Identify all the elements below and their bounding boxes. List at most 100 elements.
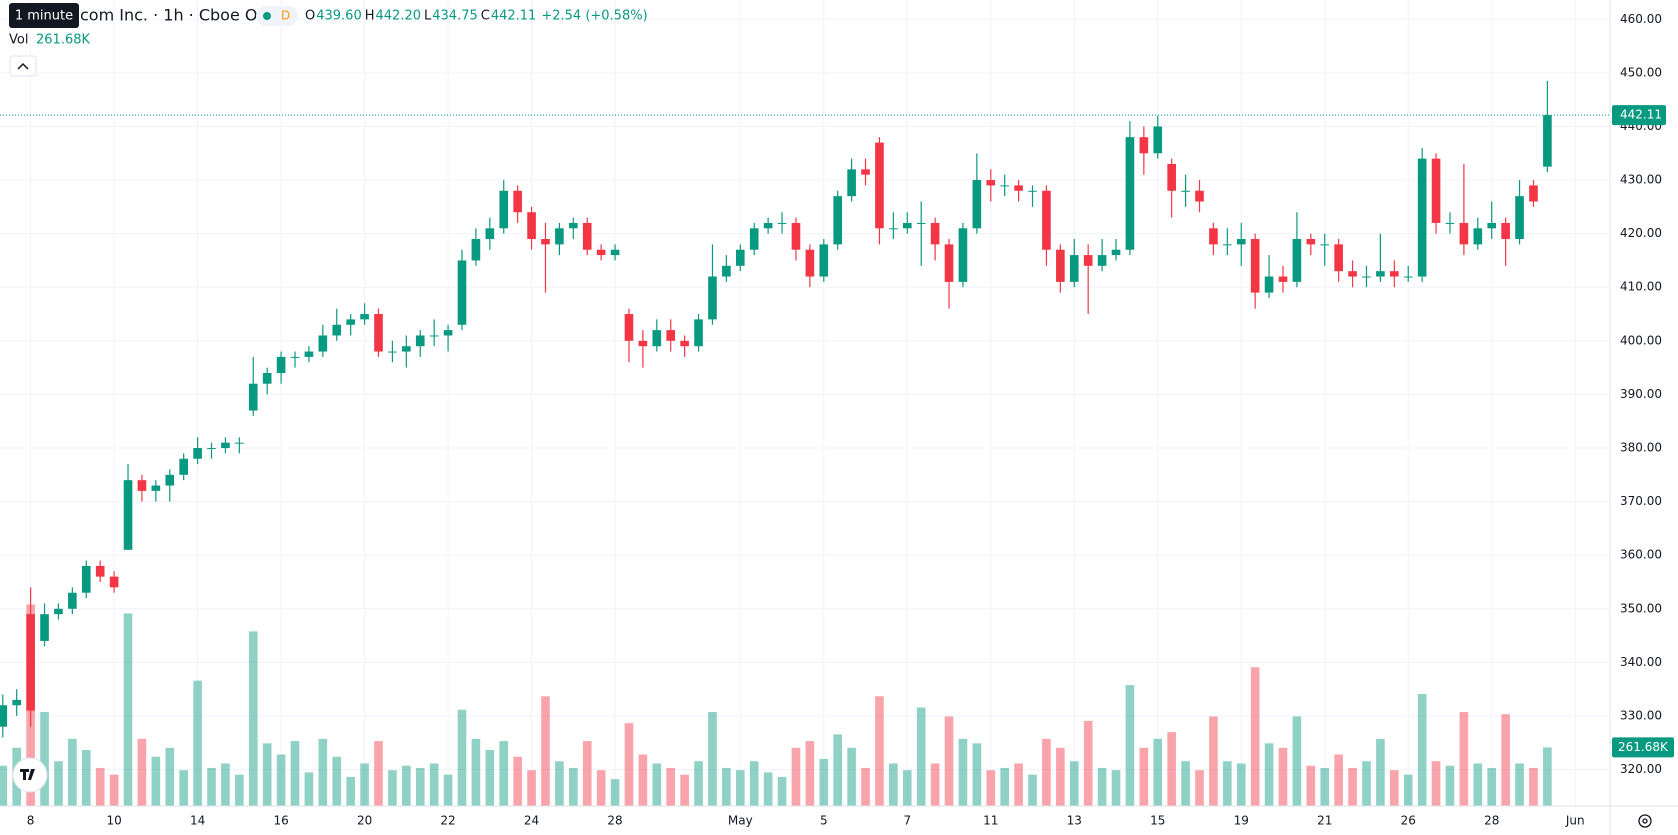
volume-bar <box>54 761 63 806</box>
y-tick-label: 360.00 <box>1620 548 1662 562</box>
settings-button[interactable] <box>1638 814 1652 828</box>
volume-bar <box>610 779 620 806</box>
candle-body <box>318 335 328 352</box>
candle-body <box>735 249 745 266</box>
volume-bar <box>304 772 314 806</box>
candle-body <box>1543 115 1552 167</box>
candle-body <box>1487 222 1497 229</box>
candle-body <box>944 244 954 282</box>
volume-bar <box>0 765 8 806</box>
y-tick-label: 410.00 <box>1620 280 1662 294</box>
candle-body <box>875 142 884 229</box>
volume-bar <box>1181 761 1190 806</box>
volume-bar <box>1167 732 1176 806</box>
volume-bar <box>1306 765 1316 806</box>
vol-key: Vol <box>9 33 28 48</box>
x-tick-label: 20 <box>357 814 372 828</box>
x-tick-label: 24 <box>524 814 539 828</box>
candle-body <box>819 244 829 277</box>
x-tick-label: 15 <box>1150 814 1165 828</box>
volume-bar <box>207 767 216 806</box>
candle-body <box>1223 244 1232 246</box>
y-tick-label: 430.00 <box>1620 173 1662 187</box>
candle-body <box>1473 228 1483 245</box>
candle-body <box>624 314 634 341</box>
ohlc-value: 439.60 <box>316 9 362 24</box>
candle-body <box>95 565 105 577</box>
candle-body <box>958 228 968 282</box>
volume-bar <box>1543 747 1552 806</box>
volume-bar <box>374 741 383 806</box>
volume-bar <box>123 613 133 806</box>
volume-bar <box>332 756 342 806</box>
candle-body <box>1348 271 1357 277</box>
x-tick-label: 7 <box>903 814 911 828</box>
volume-bar <box>179 770 188 806</box>
candle-body <box>346 319 355 325</box>
candle-body <box>443 330 453 336</box>
candle-body <box>1069 255 1079 282</box>
candle-body <box>123 480 133 550</box>
candle-body <box>652 330 662 347</box>
volume-bar <box>541 696 550 806</box>
volume-bar <box>1153 738 1163 806</box>
x-tick-label: 10 <box>106 814 121 828</box>
volume-bar <box>429 763 439 806</box>
candle-body <box>916 222 926 224</box>
vol-value: 261.68K <box>36 33 90 48</box>
candle-body <box>1515 196 1524 240</box>
volume-bar <box>513 756 522 806</box>
candle-body <box>485 228 495 240</box>
grid <box>0 0 1610 806</box>
volume-bar <box>443 774 453 806</box>
tooltip: 1 minute <box>15 9 73 24</box>
x-tick-label: 21 <box>1317 814 1332 828</box>
candle-body <box>248 383 258 411</box>
collapse-button[interactable] <box>9 55 37 77</box>
volume-bar <box>499 741 509 806</box>
candle-body <box>40 614 49 641</box>
volume-bar <box>1292 716 1302 806</box>
candle-body <box>207 448 216 450</box>
candle-body <box>137 480 147 491</box>
candle-body <box>471 239 481 261</box>
volume-bar <box>819 758 829 806</box>
volume-bar <box>1501 714 1510 806</box>
volume-bar <box>109 774 119 806</box>
x-tick-label: 19 <box>1234 814 1249 828</box>
volume-bar <box>485 750 495 806</box>
volume-bar <box>1320 767 1330 806</box>
volume-bar <box>68 738 77 806</box>
candle-body <box>457 260 467 325</box>
volume-bar <box>1195 770 1204 806</box>
y-tick-label: 350.00 <box>1620 601 1662 615</box>
status-pill[interactable] <box>256 6 298 26</box>
volume-bar <box>1250 667 1260 806</box>
volume-bar <box>1445 765 1455 806</box>
candle-body <box>26 614 35 711</box>
candle-body <box>722 265 731 277</box>
y-tick-label: 450.00 <box>1620 65 1662 79</box>
candle-body <box>221 442 230 449</box>
candle-body <box>1445 222 1455 224</box>
x-tick-label: 28 <box>1484 814 1499 828</box>
candle-body <box>304 351 314 357</box>
candle-body <box>1334 244 1343 272</box>
candle-body <box>513 190 522 213</box>
candle-body <box>1376 271 1385 277</box>
y-tick-label: 390.00 <box>1620 387 1662 401</box>
candle-body <box>596 249 606 256</box>
volume-bar <box>1417 694 1427 806</box>
labels: 320.00 330.00 340.00 350.00 360.00 370.00 380.… <box>27 12 1674 828</box>
candle-body <box>1111 249 1121 256</box>
volume-bar <box>1403 774 1413 806</box>
candle-body <box>54 608 63 615</box>
volume-bar <box>457 709 467 806</box>
volume-bar <box>527 770 536 806</box>
volume-bar <box>81 750 91 806</box>
symbol[interactable]: com Inc. · 1h · Cboe One <box>80 6 277 25</box>
candle-body <box>1431 158 1441 223</box>
volume-bar <box>40 711 49 806</box>
candle-body <box>276 356 286 373</box>
